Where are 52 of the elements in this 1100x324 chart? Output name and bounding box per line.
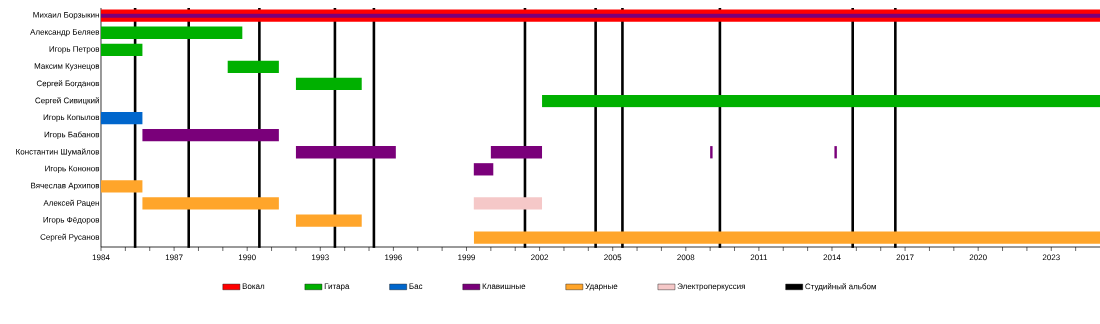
bar	[473, 163, 494, 176]
bar	[142, 129, 279, 142]
x-tick-label: 1984	[92, 254, 110, 261]
y-tick-label: Игорь Копылов	[43, 114, 100, 122]
bar	[710, 146, 713, 159]
x-tick-label: 2005	[604, 254, 622, 261]
x-tick-label: 2020	[969, 254, 987, 261]
x-tick-label: 2011	[750, 254, 768, 261]
y-tick-label: Сергей Сивицкий	[35, 97, 99, 105]
bar	[490, 146, 543, 159]
legend-label: Вокал	[242, 283, 265, 289]
y-tick-label: Михаил Борзыкин	[33, 12, 99, 20]
y-tick-label: Игорь Кононов	[45, 165, 100, 173]
y-tick-label: Игорь Фёдоров	[43, 216, 100, 225]
y-tick-label: Вячеслав Архипов	[31, 182, 100, 190]
legend-label: Студийный альбом	[805, 283, 876, 291]
y-tick-label: Сергей Богданов	[36, 80, 100, 88]
x-tick-label: 2008	[677, 254, 695, 261]
x-tick-label: 1993	[312, 254, 329, 261]
y-tick-label: Александр Беляев	[30, 29, 100, 37]
y-tick-label: Максим Кузнецов	[34, 63, 100, 71]
x-tick-label: 1990	[238, 254, 256, 261]
x-tick-label: 2002	[531, 254, 549, 261]
y-tick-label: Сергей Русанов	[40, 233, 100, 242]
bar	[473, 197, 543, 210]
x-tick-label: 2023	[1042, 254, 1060, 261]
bar	[101, 43, 143, 56]
legend-label: Бас	[409, 283, 423, 289]
bar	[295, 77, 362, 91]
bar	[295, 146, 396, 159]
x-tick-label: 1996	[385, 254, 402, 261]
legend-label: Клавишные	[482, 283, 526, 289]
y-tick-label: Алексей Рацен	[43, 199, 99, 208]
x-tick-label: 2017	[896, 254, 914, 261]
y-tick-label: Игорь Бабанов	[44, 131, 100, 139]
legend-label: Гитара	[324, 283, 350, 291]
bar	[142, 197, 279, 210]
bar	[473, 231, 1100, 244]
bar	[227, 60, 279, 74]
legend-label: Ударные	[585, 283, 618, 291]
bar	[542, 94, 1100, 108]
bar	[101, 111, 143, 125]
x-tick-label: 1987	[165, 254, 183, 261]
legend-label: Электроперкуссия	[677, 283, 745, 291]
x-tick-label: 2014	[823, 254, 841, 261]
bar	[295, 214, 362, 227]
y-tick-label: Константин Шумайлов	[16, 148, 100, 157]
x-tick-label: 1999	[458, 254, 475, 261]
bar	[834, 146, 837, 159]
y-tick-label: Игорь Петров	[49, 46, 100, 54]
bar	[101, 180, 143, 193]
bar	[101, 26, 243, 39]
